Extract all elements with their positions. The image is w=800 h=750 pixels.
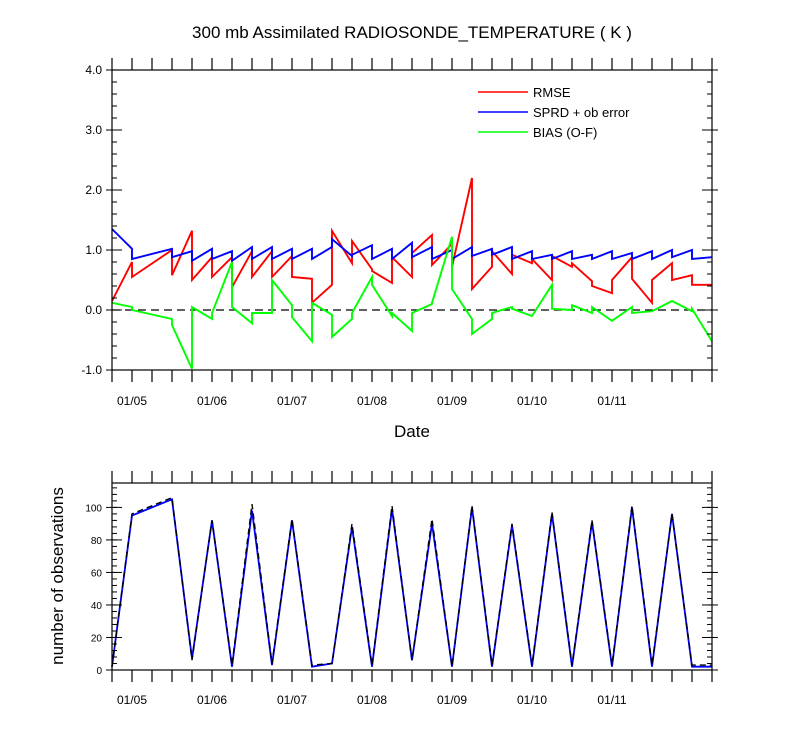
x-tick-label: 01/06 [197, 693, 227, 707]
legend-label-rmse: RMSE [533, 85, 571, 100]
y-tick-label: -1.0 [81, 363, 102, 377]
series-line-bias-o-f [111, 236, 713, 370]
x-tick-label: 01/07 [277, 693, 307, 707]
x-tick-label: 01/11 [597, 394, 626, 408]
x-axis-label: Date [394, 422, 430, 441]
bottom-axis-ticks: 0 20 40 60 80 100 01/05 01/06 01/07 01/08 01/09 01/… [85, 471, 718, 707]
x-tick-label: 01/08 [357, 693, 387, 707]
y-tick-label: 60 [91, 568, 103, 579]
bottom-chart: 0 20 40 60 80 100 01/05 01/06 01/07 01/08 01/09 01/… [48, 471, 718, 707]
series-line-sprd-ob-error [111, 228, 713, 263]
legend-label-bias-o-f: BIAS (O-F) [533, 125, 597, 140]
y-tick-label: 1.0 [85, 243, 102, 257]
x-tick-label: 01/11 [597, 693, 626, 707]
y-tick-label: 40 [91, 601, 103, 612]
x-tick-label: 01/09 [437, 394, 467, 408]
y-axis-label: number of observations [48, 487, 67, 665]
legend-label-sprd-ob-error: SPRD + ob error [533, 105, 630, 120]
y-tick-label: 4.0 [85, 63, 102, 77]
x-tick-label: 01/10 [517, 394, 547, 408]
y-tick-label: 80 [91, 536, 103, 547]
top-chart: 300 mb Assimilated RADIOSONDE_TEMPERATUR… [81, 23, 718, 441]
y-tick-label: 3.0 [85, 123, 102, 137]
top-series-layer [111, 177, 713, 370]
x-tick-label: 01/05 [117, 693, 147, 707]
y-tick-label: 100 [85, 503, 102, 514]
y-tick-label: 2.0 [85, 183, 102, 197]
legend: RMSE SPRD + ob error BIAS (O-F) [478, 85, 630, 140]
x-tick-label: 01/07 [277, 394, 307, 408]
x-tick-label: 01/10 [517, 693, 547, 707]
y-tick-label: 0 [96, 666, 102, 677]
bottom-series-layer [111, 496, 712, 668]
x-tick-label: 01/06 [197, 394, 227, 408]
x-tick-label: 01/05 [117, 394, 147, 408]
series-line-observations-solid [111, 498, 712, 668]
x-tick-label: 01/09 [437, 693, 467, 707]
chart-title: 300 mb Assimilated RADIOSONDE_TEMPERATUR… [192, 23, 632, 42]
y-tick-label: 0.0 [85, 303, 102, 317]
bottom-plot-frame [111, 482, 713, 671]
y-tick-label: 20 [91, 633, 103, 644]
top-axis-ticks: -1.0 0.0 1.0 2.0 3.0 4.0 01/05 01/06 01/07 01/08 0… [81, 58, 718, 408]
series-line-observations-dashed [111, 496, 712, 667]
x-tick-label: 01/08 [357, 394, 387, 408]
series-line-rmse [111, 177, 712, 306]
